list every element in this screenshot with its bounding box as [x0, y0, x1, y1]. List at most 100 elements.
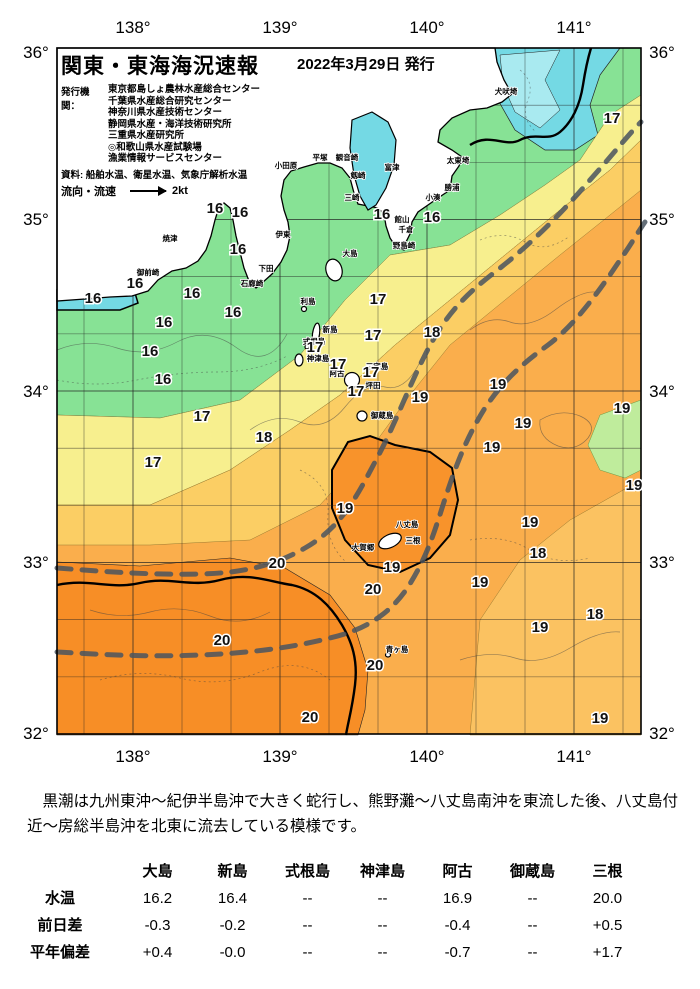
- station-value: --: [302, 917, 313, 934]
- lon-axis-label: 141°: [556, 747, 591, 766]
- station-value: --: [527, 944, 538, 961]
- lon-axis-label: 140°: [409, 747, 444, 766]
- sst-value-label: 17: [145, 454, 162, 471]
- current-legend-label: 流向・流速: [61, 185, 116, 198]
- sst-value-label: 17: [604, 110, 621, 127]
- station-value: 20.0: [592, 890, 623, 907]
- kuroshio-north-edge: [54, 119, 644, 577]
- station-value: -0.0: [219, 944, 246, 961]
- major-isotherms: [56, 47, 593, 736]
- table-row: 水温 16.2 16.4 -- -- 16.9 -- 20.0: [0, 885, 700, 912]
- sst-value-label: 16: [142, 343, 159, 360]
- sst-value-label: 18: [256, 429, 273, 446]
- table-header-row: 大島 新島 式根島 神津島 阿古 御蔵島 三根: [0, 858, 700, 885]
- place-label: 三根: [406, 535, 421, 545]
- station-name: 式根島: [284, 863, 330, 880]
- lat-axis-label: 36°: [649, 43, 675, 62]
- place-label: 御蔵島: [370, 410, 394, 420]
- place-label: 野島崎: [393, 240, 416, 250]
- sst-value-label: 19: [490, 376, 507, 393]
- sst-value-label: 16: [424, 209, 441, 226]
- place-label: 八丈島: [395, 519, 419, 529]
- lat-axis-label: 32°: [649, 724, 675, 743]
- sst-value-label: 19: [522, 514, 539, 531]
- issuer-item: 東京都島しょ農林水産総合センター: [108, 84, 261, 95]
- lat-axis-label: 35°: [23, 210, 49, 229]
- row-label: 平年偏差: [29, 944, 90, 961]
- sst-value-label: 19: [515, 415, 532, 432]
- place-label: 太東埼: [447, 155, 470, 165]
- sst-value-label: 16: [232, 204, 249, 221]
- map-border: [56, 47, 642, 735]
- sst-value-label: 19: [472, 574, 489, 591]
- lat-axis-label: 34°: [23, 382, 49, 401]
- sst-value-label: 20: [365, 581, 382, 598]
- island-kozushima: [294, 353, 304, 367]
- sst-value-label: 20: [214, 632, 231, 649]
- sst-value-label: 17: [365, 327, 382, 344]
- izu-islands: [294, 258, 402, 658]
- station-value: --: [377, 917, 388, 934]
- sst-value-label: 19: [614, 400, 631, 417]
- place-label: 大賀郷: [352, 542, 375, 552]
- station-value: --: [377, 890, 388, 907]
- sst-value-label: 16: [127, 275, 144, 292]
- place-label: 神津島: [307, 353, 330, 363]
- station-value: -0.7: [444, 944, 471, 961]
- place-label: 三宅島: [366, 361, 389, 371]
- sst-value-label: 19: [592, 710, 609, 727]
- place-label: 焼津: [163, 233, 178, 243]
- station-value: -0.3: [144, 917, 171, 934]
- place-label: 伊東: [275, 229, 291, 239]
- issue-date: 2022年3月29日 発行: [297, 56, 435, 73]
- kuroshio-summary: 黒潮は九州東沖～紀伊半島沖で大きく蛇行し、熊野灘～八丈島南沖を東流した後、八丈島…: [27, 793, 679, 835]
- place-label: 小湊: [426, 192, 441, 202]
- station-name: 大島: [142, 863, 173, 880]
- station-name: 御蔵島: [509, 863, 555, 880]
- axis-labels: 138° 138° 139° 139° 140° 140° 141° 141° 36° 36° 35…: [23, 18, 675, 766]
- sst-value-label: 18: [530, 545, 547, 562]
- lat-axis-label: 36°: [23, 43, 49, 62]
- station-value: 16.2: [142, 890, 173, 907]
- island-mikurajima: [356, 410, 368, 422]
- station-value: -0.4: [444, 917, 471, 934]
- place-label: 勝浦: [445, 182, 460, 192]
- station-value: --: [377, 944, 388, 961]
- island-niijima: [311, 322, 321, 346]
- station-value: +1.7: [592, 944, 623, 961]
- sst-value-label: 17: [348, 383, 365, 400]
- lon-axis-label: 140°: [409, 18, 444, 37]
- lon-axis-label: 139°: [262, 747, 297, 766]
- station-name: 三根: [592, 863, 623, 880]
- station-table: 大島 新島 式根島 神津島 阿古 御蔵島 三根 水温 16.2 16.4 -- -- 16.9 -- 20.…: [0, 858, 700, 966]
- place-label: 大島: [343, 248, 358, 258]
- station-value: 16.9: [442, 890, 473, 907]
- sst-value-label: 17: [307, 339, 324, 356]
- row-label: 水温: [44, 890, 75, 907]
- place-label: 石廊崎: [240, 278, 264, 288]
- sst-value-label: 20: [367, 657, 384, 674]
- issuer-item: 静岡県水産・海洋技術研究所: [108, 118, 232, 130]
- sst-value-label: 16: [230, 241, 247, 258]
- issuer-item: 三重県水産研究所: [108, 130, 185, 141]
- station-value: --: [302, 890, 313, 907]
- sst-value-label: 17: [370, 291, 387, 308]
- place-label: 御前崎: [136, 267, 160, 277]
- sst-value-label: 20: [269, 555, 286, 572]
- station-name: 神津島: [359, 863, 405, 880]
- sst-value-label: 19: [384, 559, 401, 576]
- sst-value-label: 19: [412, 389, 429, 406]
- issuer-label: 発行機関：: [61, 87, 90, 112]
- sst-value-label: 16: [184, 285, 201, 302]
- sst-value-label: 19: [626, 477, 643, 494]
- place-label: 観音崎: [336, 152, 359, 162]
- island-toshima: [300, 305, 308, 313]
- current-arrow-icon: [130, 185, 167, 196]
- lat-axis-label: 33°: [649, 553, 675, 572]
- lat-axis-label: 35°: [649, 210, 675, 229]
- sst-value-label: 16: [374, 206, 391, 223]
- lon-axis-label: 141°: [556, 18, 591, 37]
- row-label: [0, 858, 120, 885]
